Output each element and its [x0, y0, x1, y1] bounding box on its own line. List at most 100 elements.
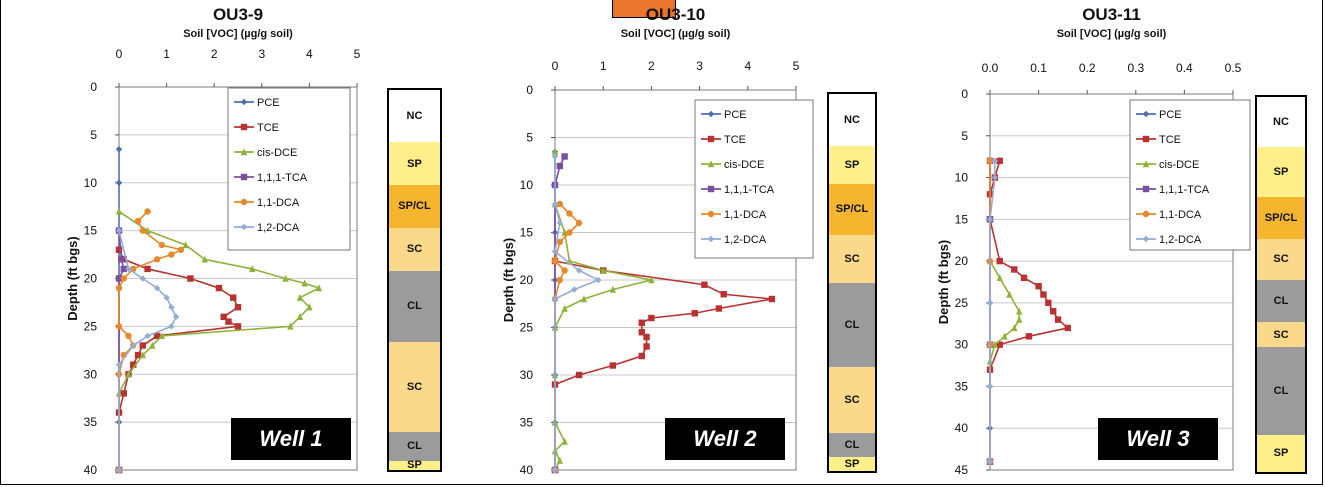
- data-point-1-1-dca: [556, 238, 564, 246]
- data-point-cis-dce: [139, 351, 146, 359]
- panel-ou3-10: OU3-10 Soil [VOC] (µg/g soil) 0 1 2 3 4 5 0 5 10 15…: [450, 0, 890, 487]
- legend-label-cis-dce: cis-DCE: [257, 147, 297, 159]
- data-point-1-1-dca: [986, 157, 994, 165]
- data-point-1-2-dca: [551, 153, 559, 160]
- data-point-1-2-dca: [986, 458, 994, 465]
- data-point-1-1-dca: [566, 229, 573, 236]
- data-point-1-1-1-tca: [561, 153, 568, 160]
- x-tick-label: 0.5: [1225, 61, 1242, 75]
- data-point-1-1-dca: [139, 227, 146, 234]
- data-point-cis-dce: [561, 228, 568, 236]
- legend-marker-1-1-1-tca: [240, 173, 248, 181]
- data-point-cis-dce: [282, 274, 289, 282]
- x-tick-label: 2: [211, 47, 218, 61]
- x-tick-label: 4: [744, 59, 751, 73]
- legend-marker-1-1-dca: [240, 198, 248, 206]
- data-point-cis-dce: [306, 303, 313, 311]
- legend-label-1-2-dca: 1,2-DCA: [1159, 234, 1202, 246]
- data-point-tce: [609, 362, 617, 369]
- data-point-1-1-dca: [120, 275, 127, 282]
- x-tick-label: 0: [552, 59, 559, 73]
- data-point-cis-dce: [301, 279, 308, 287]
- legend-label-1-2-dca: 1,2-DCA: [257, 222, 300, 234]
- data-point-1-2-dca: [130, 342, 137, 349]
- y-tick-label: 15: [520, 226, 534, 240]
- legend-label-cis-dce: cis-DCE: [724, 159, 764, 171]
- strat-layer-sp-cl: SP/CL: [829, 183, 875, 236]
- data-point-tce: [638, 352, 645, 360]
- data-point-1-2-dca: [556, 219, 564, 227]
- strat-layer-sp: SP: [389, 142, 440, 185]
- legend-marker-tce: [707, 135, 715, 143]
- strat-layer-cl: CL: [1257, 347, 1305, 435]
- chart-title: OU3-9: [213, 5, 263, 24]
- data-point-1-2-dca: [551, 248, 559, 255]
- y-tick-label: 10: [955, 171, 969, 185]
- data-point-cis-dce: [1011, 324, 1018, 332]
- legend-marker-cis-dce: [240, 148, 248, 156]
- y-tick-label: 0: [961, 87, 968, 101]
- strat-layer-sc: SC: [829, 235, 875, 283]
- data-point-tce: [225, 318, 232, 325]
- legend: PCE TCE cis-DCE 1,1,1-TCA 1,1-DCA 1,2-DCA: [694, 99, 814, 259]
- series-1-1-1-tca: [115, 227, 127, 474]
- data-point-cis-dce: [1001, 332, 1008, 340]
- data-point-1-1-dca: [125, 332, 132, 340]
- legend-marker-1-1-dca: [707, 210, 715, 218]
- x-tick-label: 0.1: [1030, 61, 1047, 75]
- x-axis-label: Soil [VOC] (µg/g soil): [621, 28, 731, 40]
- strat-layer-cl: CL: [389, 270, 440, 342]
- y-tick-label: 0: [90, 80, 97, 94]
- legend-label-1-1-1-tca: 1,1,1-TCA: [1159, 184, 1210, 196]
- x-tick-label: 3: [258, 47, 265, 61]
- legend-label-tce: TCE: [257, 122, 279, 134]
- data-point-tce: [1049, 308, 1057, 315]
- data-point-1-1-dca: [115, 323, 123, 330]
- data-point-1-2-dca: [986, 299, 994, 307]
- data-point-tce: [153, 332, 161, 340]
- orange-tab: [612, 0, 676, 18]
- y-tick-label: 10: [520, 178, 534, 192]
- data-point-tce: [638, 329, 645, 336]
- chart-ou3-11: OU3-11 Soil [VOC] (µg/g soil) 0.0 0.1 0.2 0.3…: [936, 5, 1251, 477]
- data-point-tce: [234, 323, 242, 330]
- stratigraphy-column: NC SP SP/CL SC CL SC CL SP: [1255, 95, 1307, 474]
- legend-marker-tce: [1142, 135, 1150, 143]
- y-axis-label: Depth (ft bgs): [501, 238, 516, 322]
- series-1-2-dca: [986, 157, 999, 465]
- legend-label-cis-dce: cis-DCE: [1159, 159, 1199, 171]
- data-point-1-2-dca: [595, 276, 602, 284]
- legend-box: [227, 87, 351, 251]
- y-tick-label: 20: [955, 254, 969, 268]
- y-tick-label: 20: [520, 273, 534, 287]
- data-point-cis-dce: [249, 265, 256, 273]
- legend-label-1-1-dca: 1,1-DCA: [1159, 209, 1202, 221]
- y-axis-label: Depth (ft bgs): [936, 240, 951, 324]
- y-tick-label: 15: [955, 212, 969, 226]
- series-line-1-1-dca: [118, 210, 184, 470]
- data-point-cis-dce: [296, 293, 304, 301]
- data-point-cis-dce: [996, 274, 1003, 282]
- data-point-tce: [215, 284, 223, 292]
- data-point-tce: [1040, 291, 1047, 298]
- legend-label-pce: PCE: [257, 97, 280, 109]
- strat-layer-cl: CL: [829, 433, 875, 457]
- data-point-cis-dce: [991, 340, 999, 348]
- legend-marker-pce: [1142, 110, 1150, 118]
- series-tce: [986, 157, 1071, 465]
- data-point-1-1-dca: [144, 208, 151, 215]
- data-point-tce: [691, 310, 698, 317]
- y-tick-label: 25: [955, 296, 969, 310]
- legend-marker-1-1-1-tca: [707, 185, 715, 193]
- legend-marker-1-2-dca: [707, 235, 715, 243]
- data-point-1-2-dca: [986, 383, 994, 390]
- strat-layer-sc: SC: [1257, 238, 1305, 281]
- data-point-1-2-dca: [168, 304, 175, 311]
- y-tick-label: 0: [526, 83, 533, 97]
- x-tick-label: 2: [648, 59, 655, 73]
- panel-ou3-9: OU3-9 Soil [VOC] (µg/g soil) 0 1 2 3 4 5 0 5 10 15 2…: [0, 0, 442, 487]
- data-point-1-2-dca: [551, 466, 559, 474]
- x-tick-label: 1: [600, 59, 607, 73]
- data-point-1-1-dca: [153, 256, 161, 263]
- legend-label-1-1-dca: 1,1-DCA: [724, 209, 767, 221]
